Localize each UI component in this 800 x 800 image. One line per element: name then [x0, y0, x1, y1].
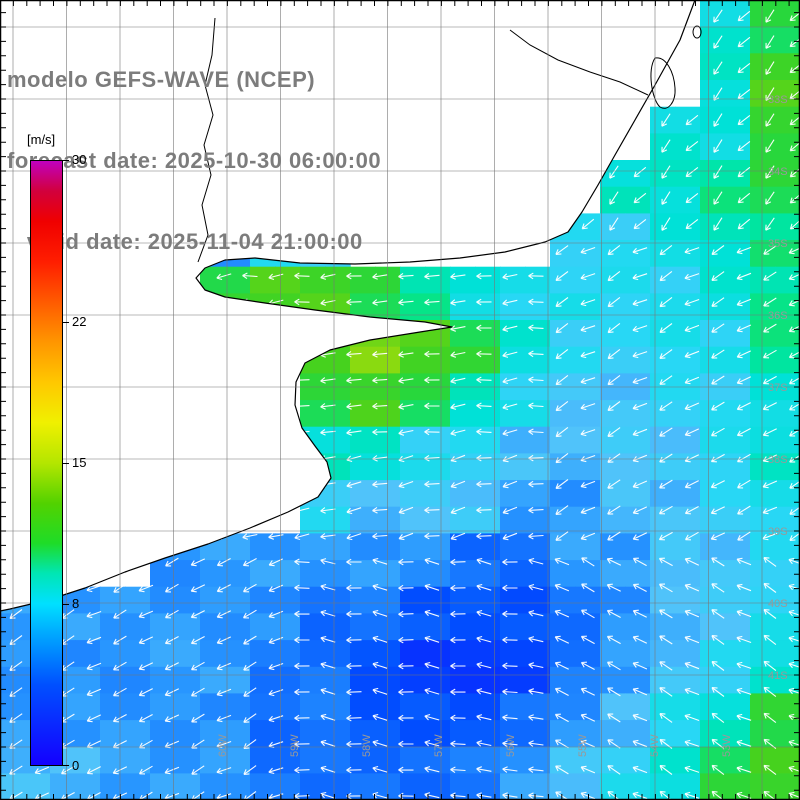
lon-label: 54W: [649, 734, 661, 757]
colorbar-unit-label: [m/s]: [27, 132, 56, 147]
colorbar-tickmark: [63, 604, 69, 606]
colorbar-tick-label: 8: [72, 596, 80, 612]
river-border-line: [650, 57, 676, 109]
lat-label: 41S: [768, 670, 788, 682]
lat-label: 40S: [768, 598, 788, 610]
colorbar-tick-label: 15: [72, 455, 87, 470]
river-border-line: [692, 25, 702, 39]
lat-label: 34S: [768, 166, 788, 178]
lat-label: 38S: [768, 454, 788, 466]
direction-arrows: [9, 9, 800, 800]
lon-label: 53W: [721, 734, 733, 757]
colorbar: [m/s] 0 8 15 22 30: [27, 132, 86, 773]
colorbar-tick-label: 22: [72, 313, 87, 329]
lon-label: 57W: [433, 734, 445, 757]
lat-label: 39S: [768, 526, 788, 538]
colorbar-gradient: [30, 160, 63, 766]
lat-label: 33S: [768, 94, 788, 106]
lon-label: 59W: [289, 734, 301, 757]
lon-label: 58W: [361, 734, 373, 757]
colorbar-tick-label: 30: [72, 152, 87, 167]
colorbar-tickmark: [63, 463, 69, 464]
colorbar-tickmark: [63, 160, 69, 161]
lon-label: 60W: [217, 734, 229, 757]
colorbar-tickmark: [63, 321, 69, 323]
lat-label: 35S: [768, 238, 788, 250]
lon-label: 55W: [577, 734, 589, 757]
lat-label: 37S: [768, 382, 788, 394]
colorbar-tick-label: 0: [72, 758, 80, 773]
river-border-line: [197, 17, 216, 263]
model-title: modelo GEFS-WAVE (NCEP): [7, 67, 316, 92]
lon-label: 56W: [505, 734, 517, 757]
valid-date: valid date: 2025-11-04 21:00:00: [7, 229, 363, 254]
lat-label: 36S: [768, 310, 788, 322]
river-border-line: [509, 29, 649, 96]
colorbar-tickmark: [63, 765, 69, 766]
